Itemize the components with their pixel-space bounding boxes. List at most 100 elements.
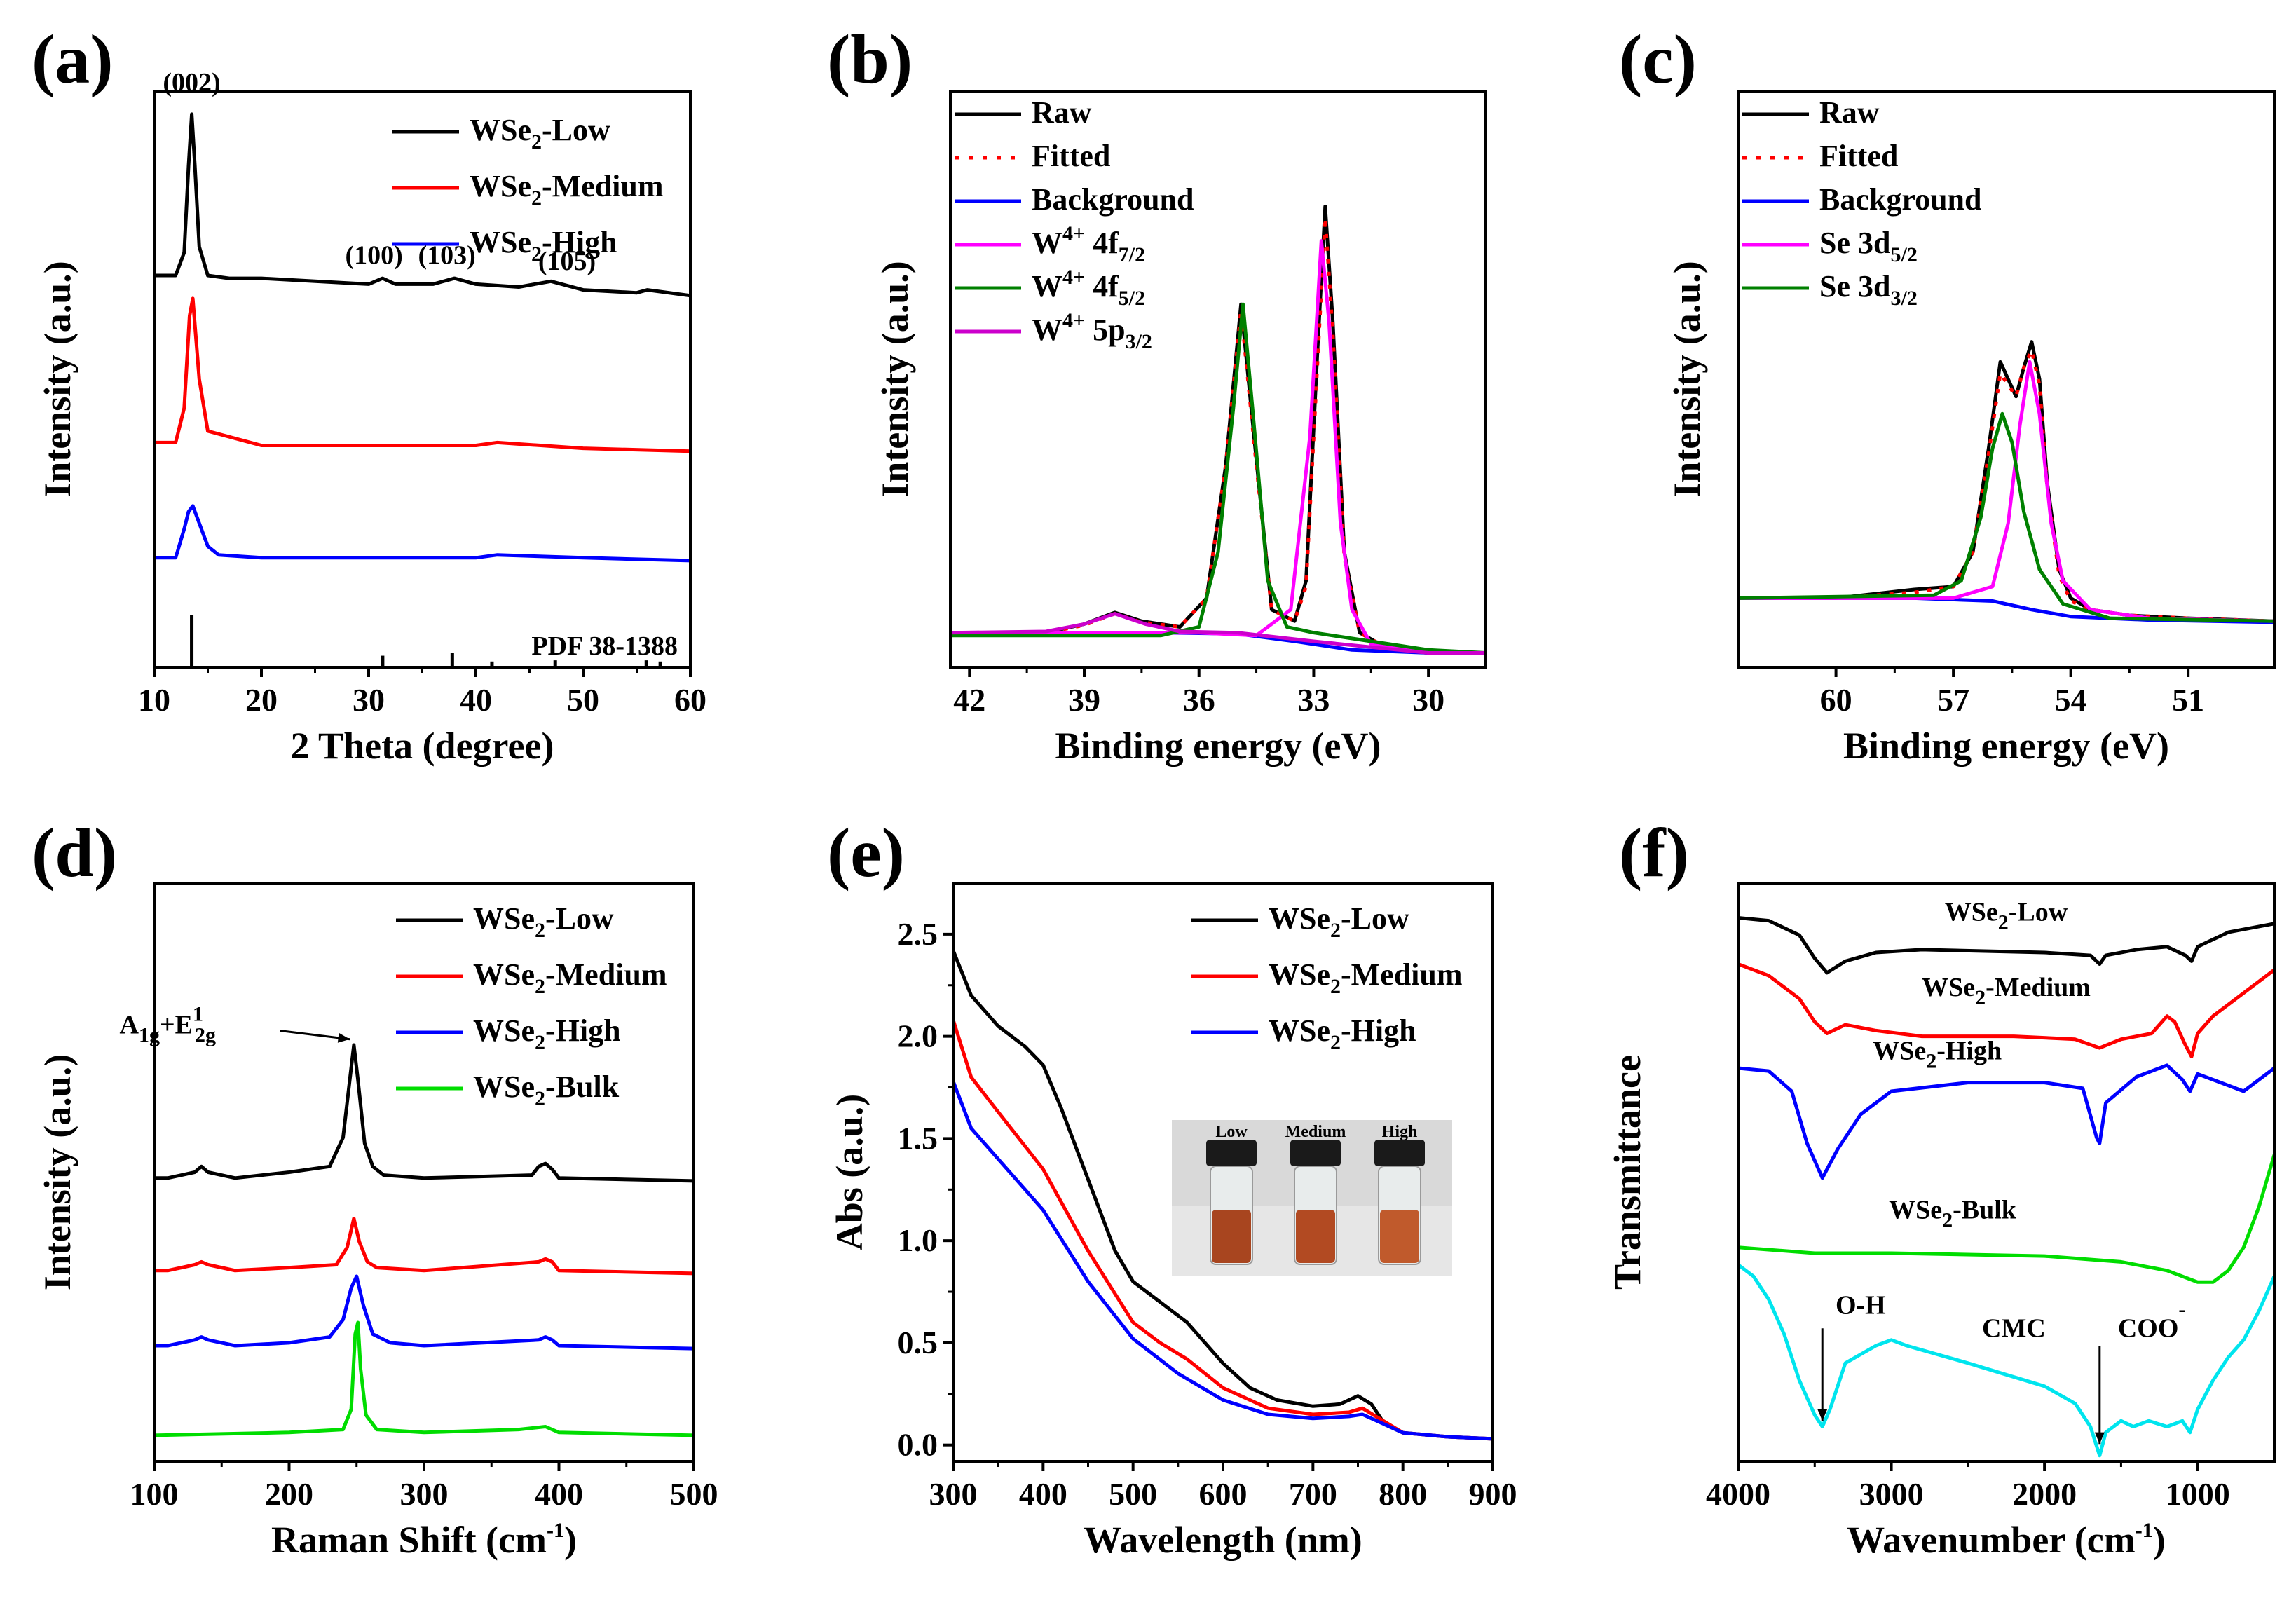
series-b-w4-4f5-2 [950,302,1486,655]
x-tick-label: 2000 [2012,1476,2077,1512]
x-tick-label: 39 [1068,682,1100,718]
series-f-wse2-bulk [1738,1154,2274,1284]
x-tick-label: 400 [1019,1476,1067,1512]
x-tick-label: 100 [130,1476,179,1512]
series-c-raw [1738,340,2274,623]
x-tick-label: 57 [1937,682,1969,718]
legend-label: Background [1032,182,1194,217]
annotation: (002) [163,68,220,97]
x-tick-label: 200 [265,1476,313,1512]
y-tick-label: 0.0 [898,1427,938,1463]
vial-liquid [1296,1210,1335,1263]
x-tick-label: 4000 [1706,1476,1770,1512]
x-axis-label-b: Binding energy (eV) [1055,725,1381,767]
series-a-wse2-high [154,504,690,563]
series-f-wse2-high [1738,1063,2274,1180]
series-c-se-3d5-2 [1738,360,2274,623]
x-tick-label: 42 [953,682,985,718]
series-b-raw [950,204,1486,655]
y-tick-label: 1.5 [898,1120,938,1156]
x-tick-label: 500 [670,1476,718,1512]
x-axis-label-f: Wavenumber (cm-1) [1847,1519,2165,1561]
panel-label-b: (b) [827,20,913,98]
x-tick-label: 30 [1412,682,1444,718]
x-tick-label: 36 [1183,682,1215,718]
x-tick-label: 54 [2055,682,2087,718]
x-tick-label: 20 [245,682,278,718]
annotation: A1g+E1 2g [120,1003,216,1047]
x-tick-label: 400 [535,1476,583,1512]
annotation: COO- [2118,1298,2186,1344]
series-b-w4-4f7-2 [950,239,1486,655]
y-axis-label-d: Intensity (a.u.) [36,1054,78,1291]
legend-label: Se 3d3/2 [1819,269,1918,310]
x-axis-label-d: Raman Shift (cm-1) [271,1519,577,1561]
x-tick-label: 600 [1199,1476,1248,1512]
x-tick-label: 900 [1469,1476,1517,1512]
annotation: CMC [1982,1314,2046,1344]
series-d-wse2-low [154,1043,694,1183]
plot-frame-b [949,90,1487,669]
x-axis-label-c: Binding energy (eV) [1843,725,2169,767]
x-tick-label: 300 [400,1476,449,1512]
annotation: (100) [345,241,402,271]
series-a-wse2-low [154,112,690,298]
annotation: WSe2-Low [1945,898,2068,934]
annotation: (103) [418,241,476,271]
legend-label: W4+ 5p3/2 [1032,309,1152,353]
x-tick-label: 60 [1820,682,1852,718]
series-f-wse2-low [1738,916,2274,975]
legend-label: Background [1819,182,1982,217]
series-f-cmc [1738,1263,2274,1458]
x-tick-label: 800 [1379,1476,1427,1512]
legend-label: WSe2-Medium [473,957,667,998]
panel-e: (e) 300 400 500 600 700 800 900 0.0 0.5 1.0 1.5 2.0 2… [827,814,1517,1561]
series-e-wse2-low [953,950,1493,1441]
x-tick-label: 30 [353,682,385,718]
x-tick-label: 10 [138,682,170,718]
series-b-fitted [950,216,1486,655]
legend-label: WSe2-Low [470,113,610,153]
y-axis-label-f: Transmittance [1606,1055,1648,1290]
annotation: (105) [538,247,596,276]
x-tick-label: 3000 [1859,1476,1924,1512]
legend-label: WSe2-High [473,1013,621,1054]
x-tick-label: 33 [1297,682,1330,718]
series-c-fitted [1738,348,2274,623]
plot-frame-f [1737,882,2276,1463]
series-f-wse2-medium [1738,962,2274,1058]
legend-label: W4+ 4f7/2 [1032,222,1145,266]
annotation-arrowhead [2094,1432,2105,1445]
panel-label-e: (e) [827,814,905,892]
series-e-wse2-medium [953,1019,1493,1441]
y-axis-label-b: Intensity (a.u.) [874,261,916,498]
series-d-wse2-medium [154,1217,694,1276]
vial-label: Low [1215,1123,1248,1141]
legend-label: WSe2-Medium [1269,957,1463,998]
panel-label-d: (d) [32,814,117,892]
panel-a: (a) PDF 38-1388 10 20 30 40 50 60 2 Theta (degre… [32,20,706,767]
y-tick-label: 2.0 [898,1018,938,1054]
panel-label-a: (a) [32,20,114,98]
legend-label: WSe2-Bulk [473,1070,620,1110]
x-tick-label: 500 [1109,1476,1157,1512]
vial-liquid [1380,1210,1419,1263]
annotation: WSe2-High [1873,1037,2002,1073]
x-axis-label-a: 2 Theta (degree) [291,725,554,767]
annotation-arrowhead [1817,1409,1828,1421]
x-tick-label: 300 [929,1476,978,1512]
legend-label: WSe2-Low [473,901,614,942]
legend-label: WSe2-Low [1269,901,1409,942]
x-tick-label: 40 [460,682,492,718]
series-b-w4-5p3-2 [950,612,1486,655]
vial-cap [1206,1140,1257,1166]
annotation: WSe2-Bulk [1889,1196,2017,1232]
series-d-wse2-bulk [154,1320,694,1437]
legend-label: Fitted [1032,139,1110,173]
legend-label: Raw [1032,95,1092,130]
series-d-wse2-high [154,1274,694,1351]
y-axis-label-c: Intensity (a.u.) [1666,261,1708,498]
